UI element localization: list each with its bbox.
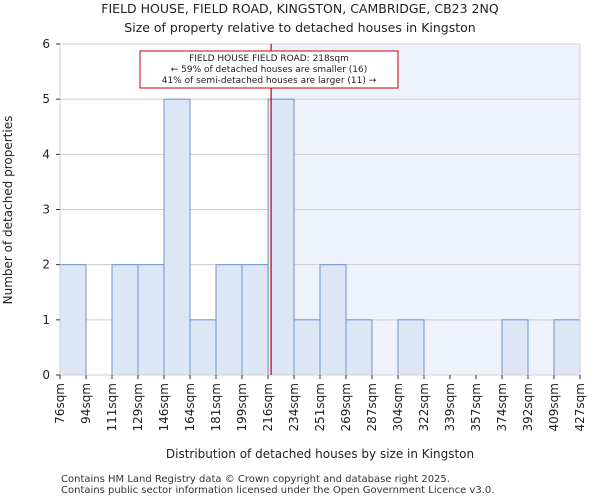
bar-76sqm (59, 264, 87, 376)
chart-subtitle: Size of property relative to detached ho… (124, 20, 475, 35)
x-tick-label: 322sqm (417, 383, 431, 431)
footer-copyright: Contains HM Land Registry data © Crown c… (61, 474, 450, 485)
bar-409sqm (553, 319, 581, 376)
bar-146sqm (163, 98, 191, 376)
x-tick-label: 146sqm (157, 383, 171, 431)
x-tick-label: 339sqm (443, 383, 457, 431)
bar-374sqm (501, 319, 529, 376)
bar-181sqm (215, 264, 243, 376)
y-tick-label: 6 (42, 37, 50, 51)
bar-251sqm (319, 264, 347, 376)
bar-216sqm (267, 98, 295, 376)
bar-269sqm (345, 319, 373, 376)
y-axis-label: Number of detached properties (1, 116, 15, 305)
x-tick-label: 269sqm (339, 383, 353, 431)
bar-234sqm (293, 319, 321, 376)
x-tick-label: 181sqm (209, 383, 223, 431)
y-tick-label: 5 (42, 92, 50, 106)
x-tick-label: 427sqm (573, 383, 587, 431)
x-tick-label: 111sqm (105, 383, 119, 431)
bar-129sqm (137, 264, 165, 376)
bar-304sqm (397, 319, 425, 376)
x-tick-label: 357sqm (469, 383, 483, 431)
x-tick-label: 374sqm (495, 383, 509, 431)
x-tick-label: 129sqm (131, 383, 145, 431)
x-tick-label: 251sqm (313, 383, 327, 431)
annotation-line-1: FIELD HOUSE FIELD ROAD: 218sqm (189, 54, 349, 64)
x-tick-label: 164sqm (183, 383, 197, 431)
x-axis-ticks: 76sqm 94sqm 111sqm 129sqm 146sqm 164sqm 181sqm… (53, 375, 587, 431)
x-tick-label: 409sqm (547, 383, 561, 431)
bar-164sqm (189, 319, 217, 376)
bar-199sqm (241, 264, 269, 376)
x-tick-label: 287sqm (365, 383, 379, 431)
y-axis-ticks: 0 1 2 3 4 5 6 (42, 37, 60, 382)
x-tick-label: 94sqm (79, 383, 93, 424)
chart-title: FIELD HOUSE, FIELD ROAD, KINGSTON, CAMBR… (101, 1, 499, 16)
x-axis-label: Distribution of detached houses by size … (166, 447, 474, 461)
x-tick-label: 76sqm (53, 383, 67, 424)
y-tick-label: 2 (42, 258, 50, 272)
annotation-box: FIELD HOUSE FIELD ROAD: 218sqm ← 59% of … (139, 50, 399, 89)
y-tick-label: 4 (42, 147, 50, 161)
x-tick-label: 234sqm (287, 383, 301, 431)
y-tick-label: 0 (42, 368, 50, 382)
x-tick-label: 392sqm (521, 383, 535, 431)
annotation-border (139, 50, 399, 89)
x-tick-label: 216sqm (261, 383, 275, 431)
annotation-line-2: ← 59% of detached houses are smaller (16… (171, 65, 368, 75)
footer-licence: Contains public sector information licen… (61, 485, 495, 496)
y-tick-label: 1 (42, 313, 50, 327)
y-tick-label: 3 (42, 203, 50, 217)
bar-111sqm (111, 264, 139, 376)
annotation-line-3: 41% of semi-detached houses are larger (… (162, 76, 377, 86)
x-tick-label: 199sqm (235, 383, 249, 431)
x-tick-label: 304sqm (391, 383, 405, 431)
